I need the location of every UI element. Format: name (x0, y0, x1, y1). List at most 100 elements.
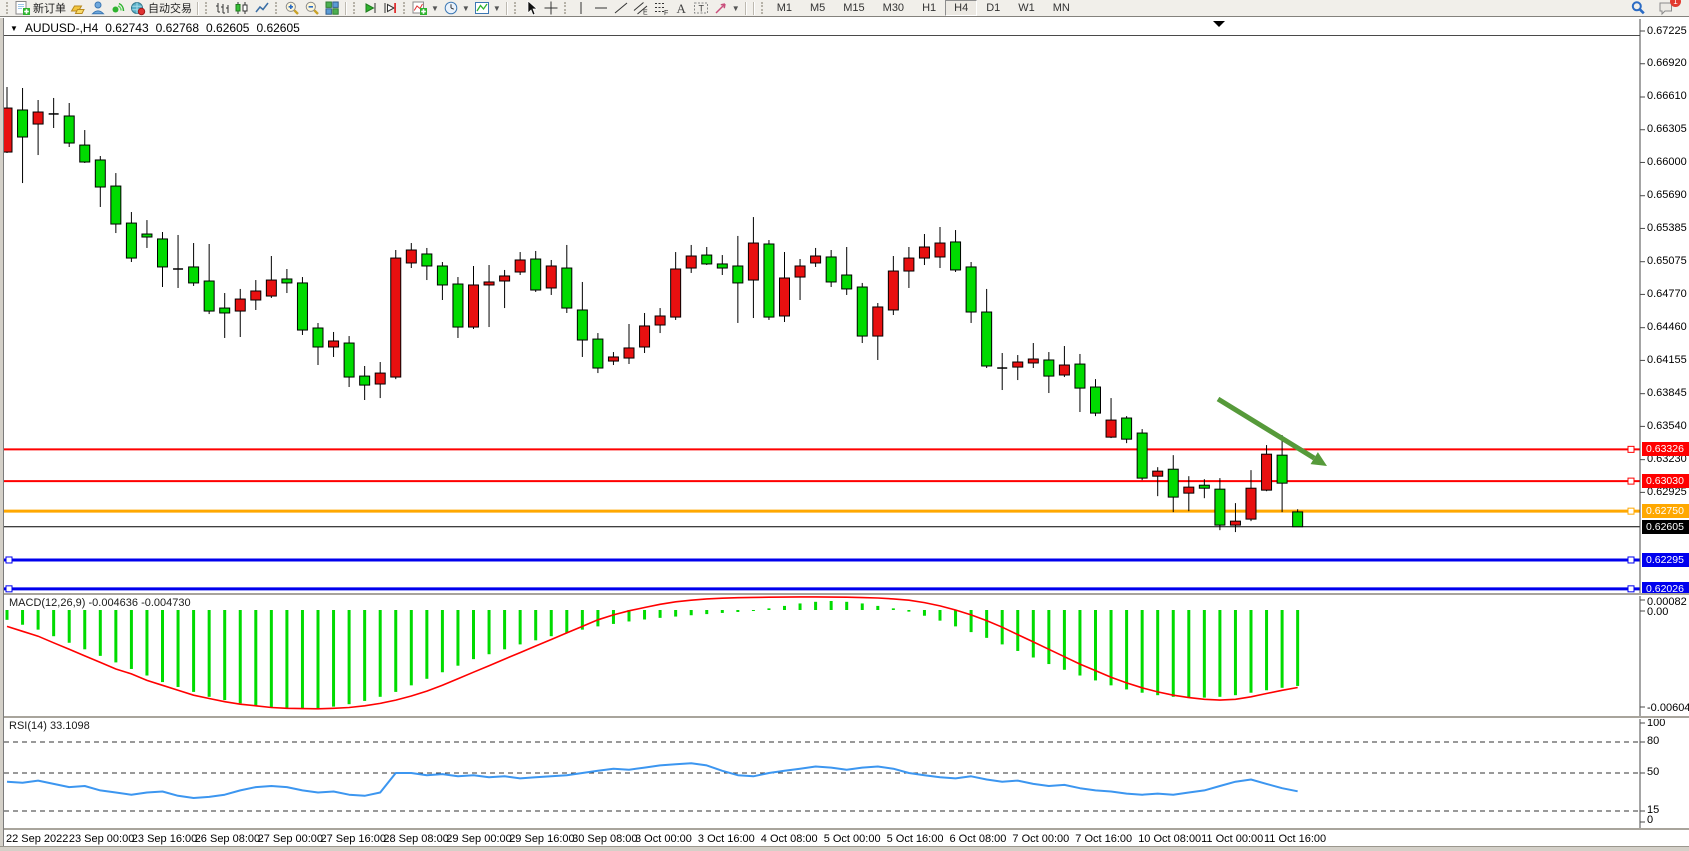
chat-button[interactable]: 1 (1656, 0, 1681, 16)
candle-body (1105, 419, 1117, 438)
notification-badge: 1 (1670, 0, 1681, 7)
toolbar-grip[interactable] (403, 2, 407, 14)
macd-bar (891, 608, 895, 610)
indicator-tick-label: 80 (1647, 735, 1660, 747)
periods-button[interactable]: ▼ (441, 0, 472, 16)
timeframe-h4-button[interactable]: H4 (945, 0, 978, 16)
timeframe-m15-button[interactable]: M15 (843, 2, 865, 14)
dropdown-caret-icon[interactable]: ▼ (731, 3, 740, 13)
timeframe-d1-button[interactable]: D1 (986, 2, 1001, 14)
timeframe-h1-button[interactable]: H1 (922, 2, 937, 14)
fibonacci-button[interactable]: F (651, 0, 671, 16)
symbol-dropdown-icon[interactable]: ▼ (10, 23, 18, 33)
macd-bar (192, 610, 196, 692)
zoom-in-button[interactable] (282, 0, 302, 16)
toolbar-grip[interactable] (6, 2, 10, 14)
trend-arrow-head[interactable] (1310, 452, 1327, 466)
templates-button[interactable]: ▼ (472, 0, 503, 16)
indicators-icon (412, 1, 427, 15)
main-macd-separator[interactable] (0, 593, 1689, 596)
profile-icon[interactable] (88, 0, 108, 16)
text-button[interactable]: A (671, 0, 691, 16)
dropdown-caret-icon[interactable]: ▼ (492, 3, 501, 13)
timeframe-m5-button[interactable]: M5 (809, 2, 826, 14)
autotrade-button[interactable]: 自动交易 (128, 0, 194, 16)
trend-arrow[interactable] (1216, 396, 1316, 461)
toolbar-grip[interactable] (275, 2, 279, 14)
toolbar-grip[interactable] (513, 2, 518, 14)
macd-bar (1233, 610, 1237, 696)
macd-bar (1140, 610, 1144, 693)
trendline-button[interactable] (611, 0, 631, 16)
zoom-out-button[interactable] (302, 0, 322, 16)
candle-body (110, 185, 122, 225)
search-icon (1631, 1, 1645, 15)
macd-bar (674, 610, 678, 617)
macd-rsi-separator[interactable] (0, 716, 1689, 719)
mql-market-icon[interactable] (68, 0, 88, 16)
hline-handle[interactable] (1627, 445, 1635, 453)
candle-chart-button[interactable] (232, 0, 252, 16)
trendline-icon (614, 2, 628, 14)
svg-text:F: F (664, 10, 668, 16)
signals-icon[interactable] (108, 0, 128, 16)
hline-handle[interactable] (5, 585, 13, 593)
hline-handle[interactable] (1627, 507, 1635, 515)
dropdown-caret-icon[interactable]: ▼ (431, 3, 439, 13)
auto-scroll-button[interactable] (360, 0, 380, 16)
candle-body (203, 280, 215, 312)
timeframe-mn-button[interactable]: MN (1052, 2, 1070, 14)
chart-window-left-border (0, 18, 4, 846)
hline-handle[interactable] (1627, 556, 1635, 564)
time-tick-label: 23 Sep 16:00 (131, 833, 198, 845)
candle-body (1214, 488, 1226, 526)
toolbar-grip[interactable] (205, 2, 209, 14)
vertical-line-button[interactable] (571, 0, 591, 16)
bar-chart-button[interactable] (212, 0, 232, 16)
hline-handle[interactable] (1627, 585, 1635, 593)
new-order-button[interactable]: 新订单 (13, 0, 68, 16)
candle-body (1261, 453, 1273, 491)
arrows-button[interactable]: ▼ (711, 0, 742, 16)
macd-bar (409, 610, 413, 686)
timeframe-m30-button[interactable]: M30 (882, 2, 905, 14)
arrows-tool-icon (715, 3, 726, 14)
indicators-button[interactable]: ▼ (410, 0, 441, 16)
tile-windows-button[interactable] (322, 0, 342, 16)
time-tick-label: 30 Sep 08:00 (572, 833, 638, 845)
candle-body (1183, 486, 1195, 494)
toolbar-grip[interactable] (563, 2, 568, 14)
equidistant-channel-button[interactable]: E (631, 0, 651, 16)
search-button[interactable] (1628, 0, 1648, 16)
hline-icon (594, 7, 607, 9)
candle-body (685, 255, 697, 269)
macd-bar (938, 610, 942, 621)
macd-bar (394, 610, 398, 692)
candle-body (405, 249, 417, 264)
toolbar-grip[interactable] (353, 2, 357, 14)
toolbar-grip[interactable] (760, 2, 765, 14)
fibo-icon: F (654, 3, 668, 16)
chart-shift-button[interactable] (380, 0, 400, 16)
timeframe-m1-button[interactable]: M1 (776, 2, 792, 14)
horizontal-line-button[interactable] (591, 0, 611, 16)
macd-bar (845, 601, 849, 610)
candle-body (1198, 484, 1210, 489)
cursor-button[interactable] (521, 0, 541, 16)
macd-bar (223, 610, 227, 701)
crosshair-button[interactable] (541, 0, 561, 16)
timeframe-w1-button[interactable]: W1 (1018, 2, 1035, 14)
bar-shift-marker-icon[interactable] (1213, 21, 1225, 27)
macd-bar (1094, 610, 1097, 681)
candle-body (1167, 468, 1179, 498)
text-label-button[interactable]: T (691, 0, 711, 16)
candle-body (903, 257, 915, 272)
macd-bar (363, 610, 367, 701)
hline-handle[interactable] (1627, 477, 1635, 485)
dropdown-caret-icon[interactable]: ▼ (461, 3, 470, 13)
candle-body (188, 266, 200, 284)
line-chart-button[interactable] (252, 0, 272, 16)
candle-body (390, 257, 402, 378)
hline-handle[interactable] (5, 556, 13, 564)
macd-bar (52, 610, 56, 637)
